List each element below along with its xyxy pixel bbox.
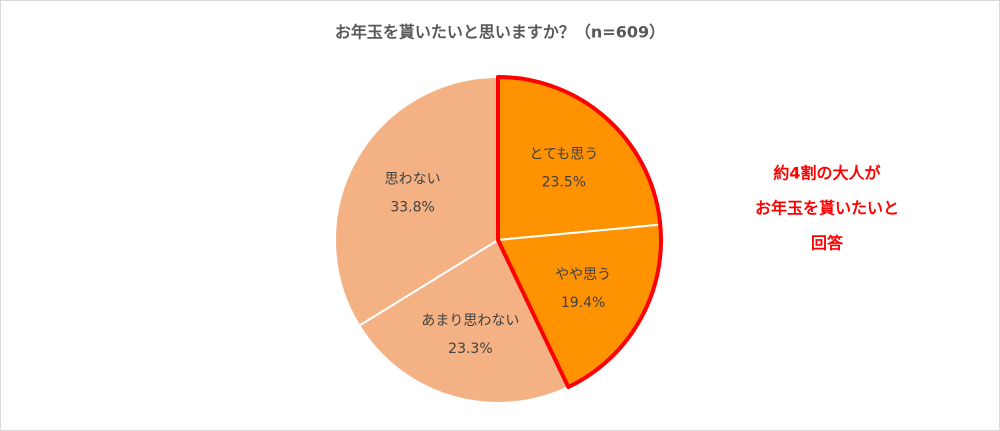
annotation: お年玉を貰いたいと <box>755 199 899 218</box>
slice-value-label: 23.5% <box>542 175 586 191</box>
slice-label: 思わない <box>385 171 441 187</box>
pie-slice <box>334 75 499 327</box>
slice-label: あまり思わない <box>421 313 519 329</box>
slice-value-label: 23.3% <box>448 341 492 357</box>
annotation: 回答 <box>811 234 844 253</box>
slice-value-label: 33.8% <box>390 199 434 215</box>
slice-value-label: 19.4% <box>561 295 605 311</box>
slice-label: とても思う <box>529 147 598 163</box>
slice-label: やや思う <box>555 267 611 283</box>
annotation: 約4割の大人が <box>773 164 880 183</box>
highlight-outline <box>496 75 663 390</box>
chart-title: お年玉を貰いたいと思いますか？（n=609） <box>335 23 665 42</box>
